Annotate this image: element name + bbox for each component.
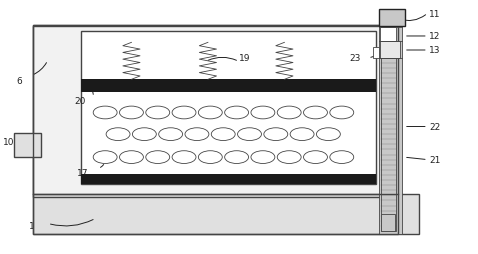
Text: 22: 22: [429, 122, 441, 132]
Bar: [81, 32, 376, 184]
Bar: [81, 80, 376, 93]
Text: 19: 19: [239, 54, 250, 63]
Bar: [14, 133, 41, 157]
Text: 10: 10: [3, 138, 15, 147]
Bar: [380, 28, 396, 42]
Bar: [33, 194, 419, 234]
Bar: [33, 25, 398, 234]
Text: 21: 21: [429, 155, 441, 165]
Bar: [379, 25, 402, 234]
Text: 6: 6: [17, 77, 22, 86]
Text: 20: 20: [74, 97, 86, 106]
Bar: [381, 215, 395, 231]
Text: 11: 11: [429, 9, 441, 19]
Bar: [33, 27, 398, 194]
Bar: [373, 48, 379, 58]
Bar: [81, 174, 376, 184]
Text: 12: 12: [429, 32, 441, 41]
Text: 17: 17: [76, 168, 88, 177]
Bar: [379, 10, 405, 27]
Text: 1: 1: [29, 221, 34, 231]
Text: 13: 13: [429, 46, 441, 55]
Bar: [33, 25, 397, 197]
Text: 23: 23: [349, 54, 360, 63]
Bar: [381, 58, 396, 231]
Bar: [380, 42, 400, 58]
